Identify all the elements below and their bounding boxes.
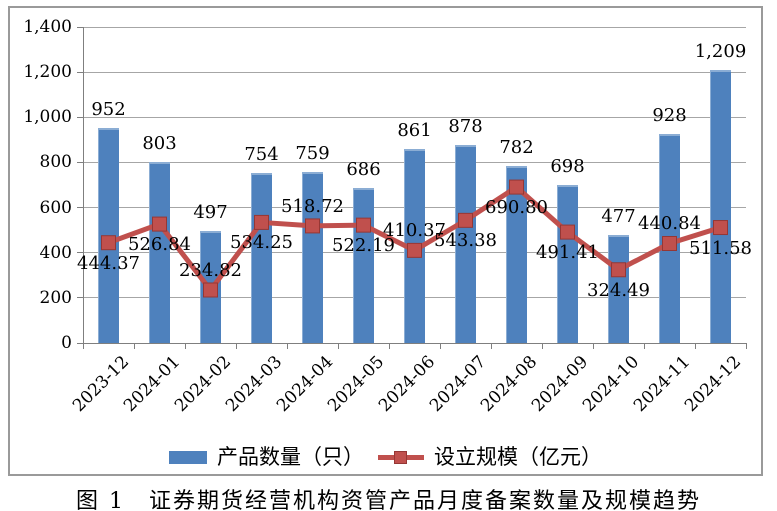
y-axis-tick	[77, 297, 83, 299]
bar-value-label: 686	[346, 159, 381, 181]
gridline	[83, 71, 746, 73]
bar	[353, 188, 374, 343]
line-value-label: 440.84	[638, 213, 701, 235]
bar	[557, 185, 578, 343]
bar	[506, 166, 527, 343]
bar-value-label: 477	[601, 206, 636, 228]
line-series-swatch-icon	[378, 450, 424, 464]
line-value-label: 234.82	[179, 259, 242, 281]
y-axis-tick-label: 1,400	[23, 17, 72, 37]
line-value-label: 522.19	[332, 235, 395, 257]
x-axis-tick	[287, 343, 288, 349]
bar	[200, 230, 221, 343]
x-axis-tick	[389, 343, 390, 349]
y-axis-tick	[77, 71, 83, 73]
legend-label: 设立规模（亿元）	[434, 444, 602, 469]
x-axis-tick	[593, 343, 594, 349]
x-axis-tick	[695, 343, 696, 349]
x-axis-tick	[236, 343, 237, 349]
line-value-label: 491.41	[536, 242, 599, 264]
line-value-label: 410.37	[383, 220, 446, 242]
x-axis-tick	[83, 343, 84, 349]
line-value-label: 526.84	[128, 234, 191, 256]
line-value-label: 518.72	[281, 195, 344, 217]
bar	[659, 133, 680, 343]
line-value-label: 534.25	[230, 232, 293, 254]
bar	[98, 128, 119, 343]
legend-item-line-series: 设立规模（亿元）	[378, 444, 602, 469]
gridline	[83, 342, 746, 344]
line-value-label: 444.37	[77, 252, 140, 274]
y-axis-line	[83, 27, 84, 349]
line-value-label: 690.80	[485, 197, 548, 219]
y-axis-tick-label: 800	[39, 152, 72, 173]
legend: 产品数量（只） 设立规模（亿元）	[8, 444, 763, 470]
x-axis-tick	[746, 343, 747, 349]
y-axis-tick	[77, 116, 83, 118]
x-axis-tick	[338, 343, 339, 349]
bar	[251, 172, 272, 343]
y-axis-tick	[77, 342, 83, 344]
y-axis-tick-label: 0	[61, 333, 72, 353]
gridline	[83, 116, 746, 118]
bar-value-label: 759	[295, 142, 330, 164]
bar-value-label: 861	[397, 119, 432, 141]
bar-value-label: 928	[652, 104, 687, 126]
bar-value-label: 698	[550, 156, 585, 178]
x-axis-tick	[491, 343, 492, 349]
y-axis-tick	[77, 26, 83, 28]
legend-label: 产品数量（只）	[217, 444, 364, 469]
bar-value-label: 754	[244, 143, 279, 165]
bar-value-label: 952	[91, 99, 126, 121]
x-axis-tick	[440, 343, 441, 349]
bar-value-label: 878	[448, 115, 483, 137]
line-value-label: 324.49	[587, 279, 650, 301]
bar-value-label: 1,209	[694, 41, 747, 63]
y-axis-tick	[77, 207, 83, 209]
x-axis-tick	[542, 343, 543, 349]
y-axis-tick-label: 400	[39, 242, 72, 263]
y-axis-tick	[77, 161, 83, 163]
bar-value-label: 803	[142, 132, 177, 154]
y-axis-tick-label: 200	[39, 287, 72, 308]
y-axis-tick-label: 1,000	[23, 107, 72, 128]
bar-value-label: 782	[499, 137, 534, 159]
y-axis-tick-label: 600	[39, 197, 72, 218]
bar	[404, 148, 425, 343]
line-value-label: 511.58	[689, 237, 752, 259]
x-axis-tick	[134, 343, 135, 349]
y-axis-tick	[77, 252, 83, 254]
gridline	[83, 26, 746, 28]
line-value-label: 543.38	[434, 230, 497, 252]
bar-series-swatch-icon	[169, 450, 207, 464]
x-axis-tick	[185, 343, 186, 349]
bar	[710, 70, 731, 343]
figure-caption: 图 1 证券期货经营机构资管产品月度备案数量及规模趋势	[76, 489, 701, 511]
bar-value-label: 497	[193, 201, 228, 223]
y-axis-tick-label: 1,200	[23, 62, 72, 83]
x-axis-tick	[644, 343, 645, 349]
legend-item-bar-series: 产品数量（只）	[169, 444, 364, 469]
